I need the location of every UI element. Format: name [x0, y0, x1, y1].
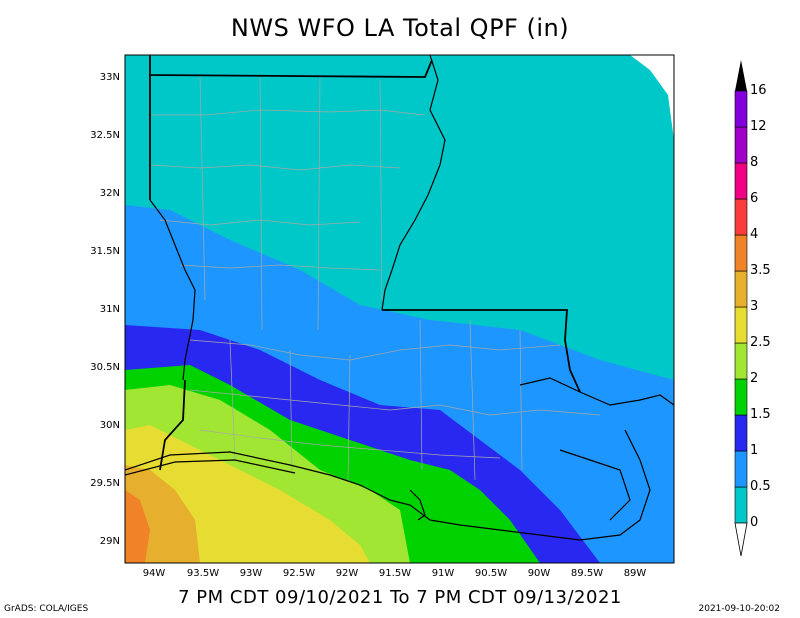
- colorbar-swatch-3.5: [734, 234, 748, 272]
- lon-label-89w: 89W: [623, 568, 647, 579]
- colorbar-label-6: 6: [750, 191, 759, 206]
- colorbar-label-1.5: 1.5: [750, 407, 771, 422]
- colorbar-swatch-2: [734, 342, 748, 380]
- colorbar-label-2.5: 2.5: [750, 335, 771, 350]
- lat-label-31-5n: 31.5N: [90, 246, 120, 257]
- grads-credit: GrADS: COLA/IGES: [4, 604, 89, 614]
- colorbar-swatch-2.5: [734, 306, 748, 344]
- no-data-corner: [630, 55, 674, 140]
- precip-band-3.5: [125, 490, 150, 563]
- colorbar-swatch-3: [734, 270, 748, 308]
- lon-label-94w: 94W: [142, 568, 166, 579]
- map-frame: [124, 54, 675, 564]
- colorbar-label-3: 3: [750, 299, 759, 314]
- colorbar-swatch-12: [734, 90, 748, 128]
- colorbar-top-arrow: [735, 60, 747, 91]
- colorbar-swatch-1: [734, 414, 748, 452]
- colorbar-label-0: 0: [750, 515, 759, 530]
- colorbar-label-4: 4: [750, 227, 759, 242]
- lon-label-91-5w: 91.5W: [378, 568, 412, 579]
- lat-label-32-5n: 32.5N: [90, 130, 120, 141]
- colorbar-bottom-arrow: [734, 522, 748, 557]
- map-title: NWS WFO LA Total QPF (in): [230, 14, 570, 42]
- colorbar-label-3.5: 3.5: [750, 263, 771, 278]
- precip-fill: [125, 55, 674, 563]
- lat-label-31n: 31N: [99, 304, 120, 315]
- lon-label-90-5w: 90.5W: [474, 568, 508, 579]
- parish-lines: [149, 74, 601, 481]
- lon-label-92-5w: 92.5W: [282, 568, 316, 579]
- rivers-coast: [125, 55, 674, 541]
- lon-label-92w: 92W: [335, 568, 359, 579]
- colorbar-swatch-0.5: [734, 450, 748, 488]
- colorbar-swatch-8: [734, 126, 748, 164]
- lat-label-30-5n: 30.5N: [90, 362, 120, 373]
- colorbar-label-12: 12: [750, 119, 767, 134]
- lon-label-90w: 90W: [527, 568, 551, 579]
- state-border: [149, 55, 581, 471]
- colorbar-label-0.5: 0.5: [750, 479, 771, 494]
- lat-label-29-5n: 29.5N: [90, 478, 120, 489]
- colorbar-label-16: 16: [750, 83, 767, 98]
- colorbar-label-1: 1: [750, 443, 759, 458]
- lon-label-91w: 91W: [431, 568, 455, 579]
- lon-label-93w: 93W: [239, 568, 263, 579]
- lon-label-89-5w: 89.5W: [570, 568, 604, 579]
- colorbar-swatch-6: [734, 162, 748, 200]
- issue-timestamp: 2021-09-10-20:02: [698, 604, 781, 614]
- colorbar-swatch-4: [734, 198, 748, 236]
- colorbar-label-8: 8: [750, 155, 759, 170]
- lat-label-33n: 33N: [99, 72, 120, 83]
- lat-label-30n: 30N: [99, 420, 120, 431]
- lon-label-93-5w: 93.5W: [186, 568, 220, 579]
- colorbar: [734, 60, 748, 557]
- colorbar-label-2: 2: [750, 371, 759, 386]
- lat-label-32n: 32N: [99, 188, 120, 199]
- colorbar-swatch-1.5: [734, 378, 748, 416]
- valid-period: 7 PM CDT 09/10/2021 To 7 PM CDT 09/13/20…: [178, 587, 622, 608]
- colorbar-swatch-0: [734, 486, 748, 524]
- lat-label-29n: 29N: [99, 536, 120, 547]
